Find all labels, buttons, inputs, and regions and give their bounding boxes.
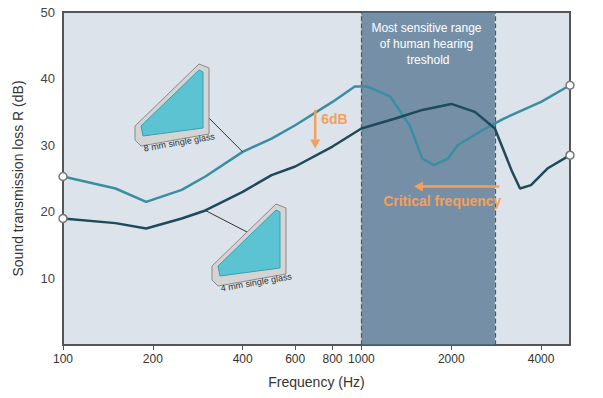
svg-text:Most sensitive range: Most sensitive range (371, 21, 484, 35)
svg-text:1000: 1000 (348, 352, 375, 366)
svg-text:10: 10 (41, 271, 55, 286)
svg-text:400: 400 (233, 352, 253, 366)
svg-text:20: 20 (41, 204, 55, 219)
svg-text:of human hearing: of human hearing (380, 37, 477, 51)
svg-text:200: 200 (143, 352, 163, 366)
svg-text:Sound transmission loss R (dB): Sound transmission loss R (dB) (10, 80, 26, 276)
svg-text:4 mm single glass: 4 mm single glass (220, 271, 293, 293)
svg-text:100: 100 (53, 352, 73, 366)
svg-text:800: 800 (322, 352, 342, 366)
svg-text:30: 30 (41, 138, 55, 153)
svg-text:40: 40 (41, 71, 55, 86)
svg-text:treshold: treshold (407, 53, 450, 67)
svg-text:8 mm single glass: 8 mm single glass (143, 131, 216, 153)
svg-text:Critical frequency: Critical frequency (383, 193, 501, 209)
svg-text:4000: 4000 (528, 352, 555, 366)
svg-text:50: 50 (41, 5, 55, 20)
svg-text:2000: 2000 (438, 352, 465, 366)
svg-text:6dB: 6dB (321, 111, 347, 127)
svg-text:Frequency (Hz): Frequency (Hz) (268, 374, 364, 390)
svg-text:600: 600 (285, 352, 305, 366)
